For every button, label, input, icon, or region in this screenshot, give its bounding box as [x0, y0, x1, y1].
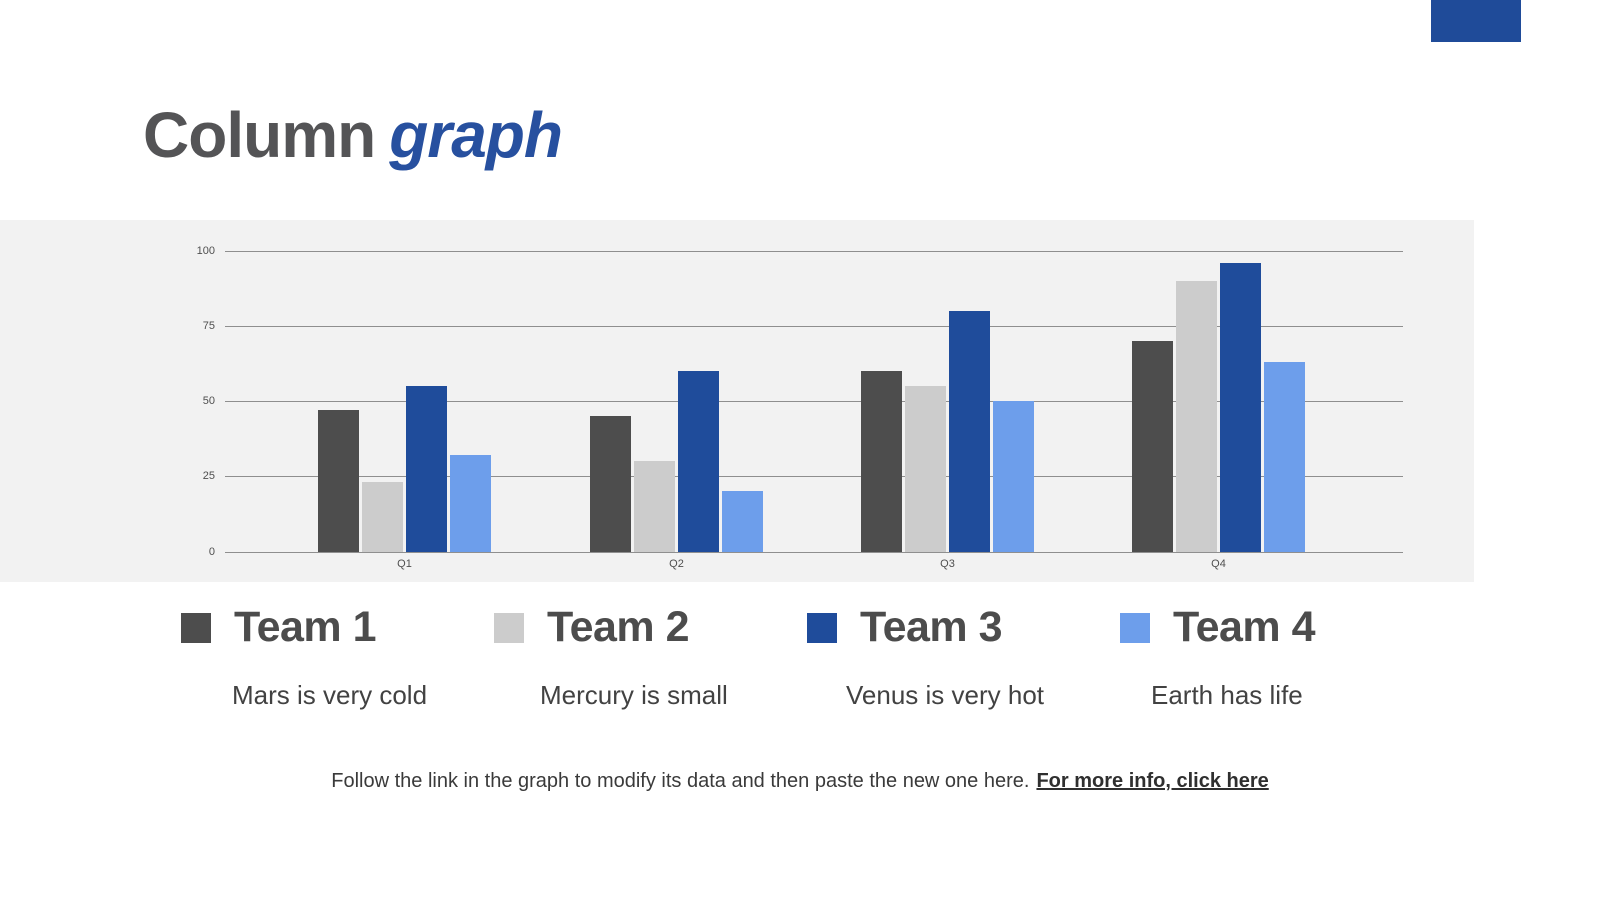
team-3-swatch-icon [807, 612, 837, 643]
legend-item-team-4: Team 4 [1120, 603, 1316, 651]
y-axis-label-0: 0 [208, 545, 215, 558]
team-4-label: Team 4 [1173, 603, 1316, 651]
bar-q2-team-3 [678, 370, 719, 552]
x-axis-label-q2: Q2 [669, 558, 684, 570]
bar-q4-team-2 [1176, 280, 1217, 552]
team-1-label: Team 1 [234, 603, 377, 651]
y-gridline-100 [225, 250, 1403, 252]
legend-item-team-2: Team 2 [494, 603, 690, 651]
bar-q4-team-3 [1220, 262, 1261, 552]
footer-text: Follow the link in the graph to modify i… [331, 770, 1030, 792]
bar-q2-team-2 [634, 461, 675, 552]
team-1-description: Mars is very cold [232, 680, 428, 710]
title-word-column: Column [143, 99, 376, 171]
footer-note: Follow the link in the graph to modify i… [0, 770, 1600, 793]
team-4-description: Earth has life [1151, 680, 1303, 710]
bar-q1-team-2 [362, 482, 403, 552]
bar-q2-team-1 [590, 416, 631, 552]
column-chart[interactable]: 0 25 50 75 100 Q1 Q2 Q3 Q4 [0, 220, 1474, 582]
bar-group-q2 [590, 370, 763, 552]
bar-q1-team-4 [450, 455, 491, 552]
team-2-description: Mercury is small [540, 680, 728, 710]
bar-group-q3 [861, 310, 1034, 552]
y-axis-label-50: 50 [202, 395, 215, 407]
bar-q4-team-4 [1264, 361, 1305, 552]
corner-accent [1431, 0, 1521, 42]
bar-q3-team-1 [861, 370, 902, 552]
x-axis-label-q4: Q4 [1211, 558, 1226, 570]
bar-q4-team-1 [1132, 340, 1173, 552]
x-axis-label-q3: Q3 [940, 558, 955, 570]
bar-q1-team-3 [406, 385, 447, 552]
y-axis-label-75: 75 [202, 319, 215, 332]
bar-q3-team-3 [949, 310, 990, 552]
legend-item-team-3: Team 3 [807, 603, 1003, 651]
x-axis-label-q1: Q1 [397, 558, 412, 570]
bar-q1-team-1 [318, 410, 359, 552]
y-axis-label-25: 25 [202, 470, 215, 483]
slide-title: Column graph [143, 99, 563, 171]
team-1-swatch-icon [181, 612, 211, 643]
bar-q3-team-2 [905, 385, 946, 552]
bar-group-q1 [318, 385, 491, 552]
team-2-label: Team 2 [547, 603, 690, 651]
y-gridline-0 [225, 551, 1403, 553]
bar-group-q4 [1132, 262, 1305, 552]
y-gridline-25 [225, 476, 1403, 478]
team-2-swatch-icon [494, 612, 524, 643]
bar-q2-team-4 [722, 491, 763, 552]
y-axis-label-100: 100 [196, 244, 215, 257]
team-3-description: Venus is very hot [846, 680, 1044, 710]
team-3-label: Team 3 [860, 603, 1003, 651]
bar-q3-team-4 [993, 401, 1034, 552]
team-4-swatch-icon [1120, 612, 1150, 643]
title-word-graph: graph [389, 99, 563, 171]
more-info-link[interactable]: For more info, click here [1036, 770, 1269, 792]
y-gridline-50 [225, 401, 1403, 402]
legend-item-team-1: Team 1 [181, 603, 377, 651]
y-gridline-75 [225, 325, 1403, 327]
